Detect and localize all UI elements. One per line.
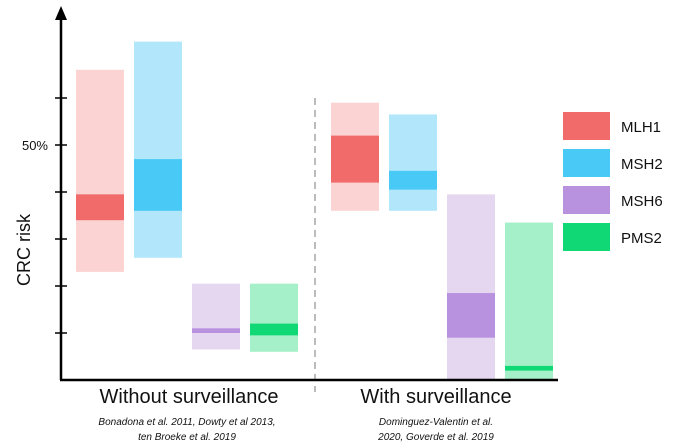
group-label-without-surveillance: Without surveillance (100, 386, 279, 408)
y-axis-label: CRC risk (14, 213, 34, 286)
legend-label-pms2: PMS2 (621, 230, 662, 247)
legend-label-mlh1: MLH1 (621, 119, 661, 136)
legend-label-msh2: MSH2 (621, 156, 663, 173)
citation-without-line-2: ten Broeke et al. 2019 (138, 432, 236, 443)
range-bar-msh2-without (134, 41, 182, 258)
citation-with-line-2: 2020, Goverde et al. 2019 (377, 432, 494, 443)
legend-swatch-mlh1 (563, 112, 610, 140)
range-bar-msh6-without (192, 283, 240, 350)
core-band-msh6-with (447, 293, 495, 338)
y-ticks: 50% (22, 97, 67, 334)
range-bar-msh6-with (447, 194, 495, 380)
range-bar-pms2-with (505, 222, 553, 380)
core-band-mlh1-without (76, 194, 124, 221)
citation-with-line-1: Dominguez-Valentin et al. (379, 417, 493, 428)
legend-swatch-msh6 (563, 186, 610, 214)
legend: MLH1 MSH2 MSH6 PMS2 (563, 112, 663, 251)
legend-label-msh6: MSH6 (621, 193, 663, 210)
group-label-with-surveillance: With surveillance (360, 386, 511, 408)
range-bar-msh2-with (389, 114, 437, 211)
y-axis-arrow (55, 6, 67, 20)
y-tick-label: 50% (22, 138, 48, 153)
range-bar-mlh1-without (76, 69, 124, 272)
core-band-pms2-with (505, 365, 553, 371)
core-band-msh2-without (134, 159, 182, 211)
citation-without-line-1: Bonadona et al. 2011, Dowty et al 2013, (98, 417, 275, 428)
core-band-pms2-without (250, 323, 298, 336)
bars-layer (76, 41, 553, 380)
core-band-mlh1-with (331, 135, 379, 183)
core-band-msh6-without (192, 328, 240, 333)
range-bar-pms2-without (250, 283, 298, 352)
core-band-msh2-with (389, 170, 437, 190)
legend-swatch-pms2 (563, 223, 610, 251)
legend-swatch-msh2 (563, 149, 610, 177)
